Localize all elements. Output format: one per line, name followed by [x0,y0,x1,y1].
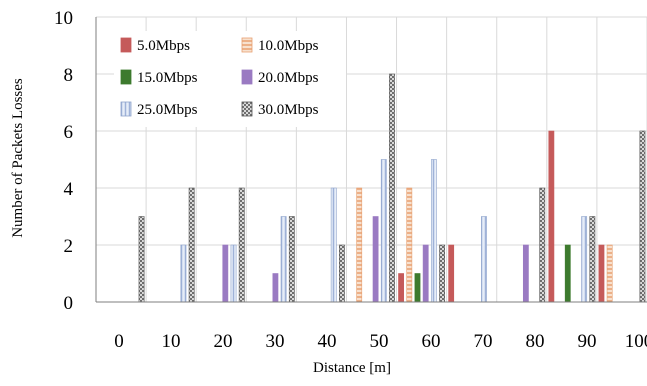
x-tick-label: 90 [578,331,597,352]
x-tick-label: 10 [162,331,181,352]
legend-label: 30.0Mbps [258,102,319,118]
legend-swatch [120,69,132,85]
y-tick-label: 6 [64,122,74,143]
bar [448,244,455,303]
legend-swatch [120,101,132,117]
x-tick-label: 30 [266,331,285,352]
bar [639,130,646,303]
bar [589,216,596,303]
legend-label: 5.0Mbps [137,38,190,54]
bar [414,273,421,303]
legend-swatch [241,101,253,117]
x-tick-label: 80 [526,331,545,352]
bar [380,159,387,303]
bar [238,187,245,303]
x-tick-label: 20 [214,331,233,352]
bar [222,244,229,303]
x-tick-label: 50 [370,331,389,352]
x-tick-label: 0 [114,331,124,352]
legend-swatch [241,69,253,85]
legend-background [114,31,346,127]
bar [481,216,487,303]
bar [180,244,187,303]
bar [389,73,395,303]
bar [548,130,555,303]
bar [272,273,279,303]
legend-swatch [241,37,253,53]
y-tick-labels: 0 2 4 6 8 10 [54,8,74,314]
legend-label: 10.0Mbps [258,38,319,54]
bar [372,216,379,303]
bar [339,244,345,303]
bar [439,244,445,303]
bar [430,159,437,303]
bars-layer [138,73,646,303]
legend-swatch [120,37,132,53]
bar [598,244,605,303]
legend-label: 15.0Mbps [137,70,198,86]
x-tick-label: 60 [422,331,441,352]
bar [330,187,337,303]
x-tick-label: 40 [318,331,337,352]
y-axis-title: Number of Packets Losses [10,78,26,238]
bar [188,187,195,303]
bar [138,216,145,303]
bar [564,244,571,303]
y-tick-label: 10 [54,8,73,29]
bar [398,273,404,303]
y-tick-label: 2 [64,236,74,257]
legend-label: 25.0Mbps [137,102,198,118]
legend: 5.0Mbps 10.0Mbps 15.0Mbps 20.0Mbps 25.0Mbps 3… [114,31,346,127]
bar [288,216,295,303]
bar [606,244,613,303]
bar [422,244,429,303]
y-tick-label: 4 [64,179,74,200]
bar [522,244,529,303]
bar [280,216,287,303]
legend-label: 20.0Mbps [258,70,319,86]
y-tick-label: 8 [64,65,74,86]
bar [356,187,363,303]
x-tick-label: 70 [474,331,493,352]
x-axis-title: Distance [m] [313,360,391,376]
bar [406,187,413,303]
axis-layer [95,17,647,303]
bar [539,187,546,303]
bar [581,216,588,303]
bar [230,244,237,303]
x-tick-label: 100 [625,331,647,352]
x-tick-labels: 0 10 20 30 40 50 60 70 80 90 100 [114,331,647,352]
y-tick-label: 0 [64,293,74,314]
